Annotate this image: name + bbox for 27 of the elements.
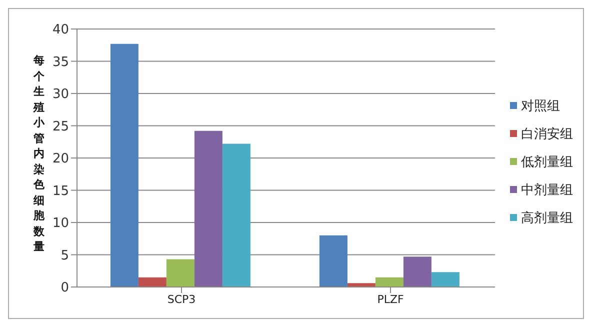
y-tick-label: 35 [52,54,69,70]
bar [375,277,404,287]
bar [431,272,460,287]
y-tick-label: 0 [60,280,69,296]
x-tick-label: PLZF [377,292,404,306]
bar [347,283,376,287]
legend-label: 高剂量组 [520,210,573,226]
bar [403,256,432,287]
bar [110,44,138,287]
bar [194,130,222,287]
y-tick-label: 25 [52,119,69,134]
text: 每个生殖小管内染色细胞数量 [34,54,44,253]
legend-label: 中剂量组 [520,182,573,198]
y-tick-label: 5 [60,248,69,264]
bar [166,259,194,287]
y-tick-label: 15 [52,184,69,199]
legend-label: 低剂量组 [520,154,573,170]
bar [319,235,348,287]
legend-label: 白消安组 [520,126,573,142]
y-tick-label: 40 [52,22,69,38]
bar [222,144,250,287]
y-tick-label: 10 [52,216,69,232]
y-tick-label: 20 [52,152,69,167]
x-tick-label: SCP3 [167,292,196,306]
y-tick-label: 30 [52,87,69,102]
bar [138,277,166,287]
legend-label: 对照组 [520,98,561,114]
